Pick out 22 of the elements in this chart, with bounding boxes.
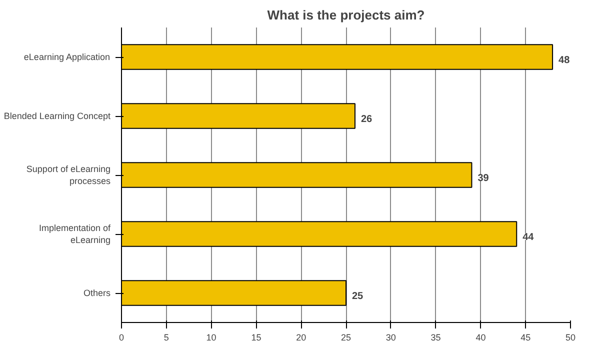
x-tick-label: 20 xyxy=(296,332,306,342)
x-tick-label: 30 xyxy=(386,332,396,342)
x-tick-label: 35 xyxy=(430,332,441,342)
x-tick-label: 50 xyxy=(565,332,576,342)
y-tick-label: Blended Learning Concept xyxy=(4,111,111,121)
chart-title: What is the projects aim? xyxy=(267,8,425,22)
x-tick-label: 15 xyxy=(251,332,262,342)
x-tick-label: 40 xyxy=(476,332,486,342)
x-tick-label: 5 xyxy=(164,332,169,342)
data-label: 44 xyxy=(522,232,534,243)
y-tick-label: eLearning Application xyxy=(24,52,110,62)
data-label: 48 xyxy=(558,55,570,66)
data-label: 25 xyxy=(352,291,364,302)
x-tick-label: 10 xyxy=(206,332,216,342)
y-tick-label: Others xyxy=(83,288,111,298)
x-tick-label: 0 xyxy=(118,332,124,342)
data-label: 39 xyxy=(478,173,490,184)
data-label: 26 xyxy=(360,114,373,125)
y-tick-label: Implementation of eLearning xyxy=(38,223,111,245)
y-tick-label: Support of eLearning processes xyxy=(26,164,111,186)
x-tick-label: 45 xyxy=(520,332,531,342)
x-tick-label: 25 xyxy=(340,332,352,342)
